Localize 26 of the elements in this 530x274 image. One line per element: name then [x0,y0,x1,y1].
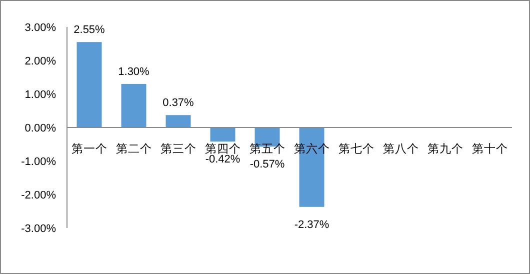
x-tick-label: 第一个 [71,142,108,156]
y-tick-label: -1.00% [21,156,56,168]
x-tick-label: 第四个 [204,142,241,156]
x-tick-label: 第五个 [249,142,286,156]
x-tick-label: 第三个 [160,142,196,156]
x-tick-label: 第二个 [116,142,152,156]
y-tick-label: 1.00% [24,89,56,101]
y-tick-label: 3.00% [24,22,56,34]
bar [210,128,236,142]
data-label: 2.55% [74,24,106,36]
y-tick-label: -3.00% [21,223,56,235]
y-tick-label: 0.00% [24,122,56,134]
x-tick-label: 第八个 [382,142,419,156]
bar [121,84,146,128]
data-label: -0.42% [205,154,240,166]
data-label: 1.30% [118,66,150,78]
x-tick-label: 第十个 [472,142,508,156]
data-label: -2.37% [294,218,330,231]
data-label: 0.37% [162,97,194,110]
bar [166,115,191,128]
x-tick-label: 第七个 [338,142,374,156]
y-tick-label: 2.00% [24,56,56,68]
y-tick-label: -2.00% [21,190,56,202]
data-label: -0.57% [250,158,285,171]
bar [76,42,102,128]
x-tick-label: 第九个 [427,142,464,156]
